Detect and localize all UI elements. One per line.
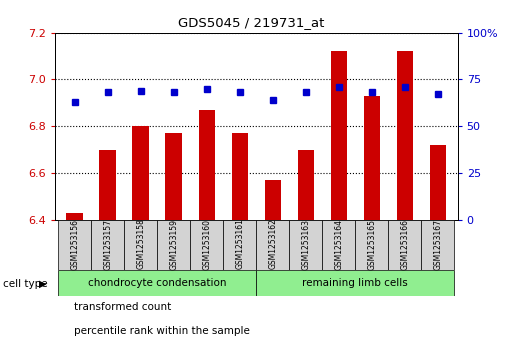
- Text: GSM1253161: GSM1253161: [235, 219, 244, 269]
- Bar: [429, 145, 446, 220]
- Text: GSM1253158: GSM1253158: [136, 219, 145, 269]
- Bar: [91, 220, 124, 270]
- Bar: [232, 133, 248, 220]
- Text: chondrocyte condensation: chondrocyte condensation: [88, 278, 226, 288]
- Bar: [256, 220, 289, 270]
- Bar: [331, 51, 347, 220]
- Text: ▶: ▶: [39, 279, 46, 289]
- Bar: [388, 220, 422, 270]
- Text: transformed count: transformed count: [74, 302, 172, 313]
- Bar: [355, 220, 388, 270]
- Bar: [256, 270, 454, 296]
- Bar: [132, 126, 149, 220]
- Bar: [298, 150, 314, 220]
- Bar: [223, 220, 256, 270]
- Bar: [165, 133, 182, 220]
- Text: GSM1253166: GSM1253166: [400, 219, 410, 269]
- Bar: [322, 220, 355, 270]
- Text: GSM1253167: GSM1253167: [434, 219, 442, 269]
- Text: GSM1253164: GSM1253164: [334, 219, 343, 269]
- Bar: [58, 270, 256, 296]
- Text: percentile rank within the sample: percentile rank within the sample: [74, 326, 250, 336]
- Bar: [99, 150, 116, 220]
- Text: cell type: cell type: [3, 279, 47, 289]
- Bar: [422, 220, 454, 270]
- Bar: [265, 180, 281, 220]
- Bar: [157, 220, 190, 270]
- Bar: [289, 220, 322, 270]
- Text: GSM1253165: GSM1253165: [367, 219, 377, 269]
- Text: GSM1253156: GSM1253156: [70, 219, 79, 269]
- Text: GSM1253163: GSM1253163: [301, 219, 310, 269]
- Bar: [58, 220, 91, 270]
- Text: remaining limb cells: remaining limb cells: [302, 278, 408, 288]
- Bar: [396, 51, 413, 220]
- Text: GSM1253160: GSM1253160: [202, 219, 211, 269]
- Bar: [190, 220, 223, 270]
- Text: GSM1253157: GSM1253157: [103, 219, 112, 269]
- Bar: [199, 110, 215, 220]
- Bar: [124, 220, 157, 270]
- Text: GDS5045 / 219731_at: GDS5045 / 219731_at: [178, 16, 324, 29]
- Bar: [363, 96, 380, 220]
- Text: GSM1253159: GSM1253159: [169, 219, 178, 269]
- Bar: [66, 213, 83, 220]
- Text: GSM1253162: GSM1253162: [268, 219, 277, 269]
